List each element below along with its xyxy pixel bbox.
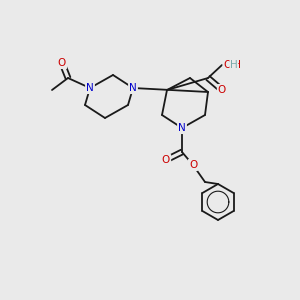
Text: O: O bbox=[189, 160, 197, 170]
Text: N: N bbox=[129, 83, 137, 93]
Text: OH: OH bbox=[225, 60, 241, 70]
Text: O: O bbox=[162, 155, 170, 165]
Text: O: O bbox=[223, 60, 231, 70]
Text: H: H bbox=[230, 60, 238, 70]
Text: N: N bbox=[178, 123, 186, 133]
Text: N: N bbox=[86, 83, 94, 93]
Text: O: O bbox=[218, 85, 226, 95]
Text: O: O bbox=[58, 58, 66, 68]
